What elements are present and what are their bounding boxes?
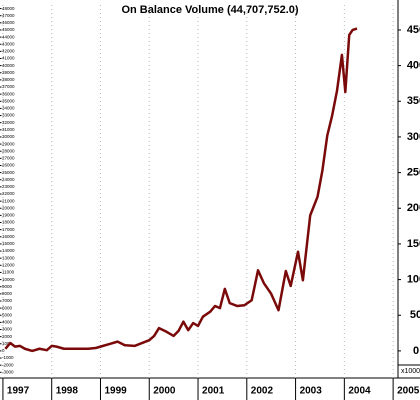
y2-tick-label: 29000	[2, 141, 15, 146]
y2-tick-label: 41000	[2, 56, 15, 61]
y2-tick-label: 21000	[2, 198, 15, 203]
y2-tick-label: -3000	[2, 369, 14, 374]
y2-tick-label: 16000	[2, 234, 15, 239]
y2-tick-label: 39000	[2, 70, 15, 75]
x-tick-label: 2002	[251, 386, 274, 397]
y2-tick-label: 25000	[2, 170, 15, 175]
y2-tick-label: 5000	[2, 312, 13, 317]
y2-tick-label: 32000	[2, 120, 15, 125]
y2-tick-label: 8000	[2, 291, 13, 296]
y2-tick-label: 28000	[2, 148, 15, 153]
x-tick-label: 1997	[7, 386, 30, 397]
y-unit: x1000	[401, 368, 420, 375]
y2-tick-label: 46000	[2, 20, 15, 25]
y2-tick-label: 26000	[2, 163, 15, 168]
x-tick-label: 2003	[300, 386, 323, 397]
y2-tick-label: 7000	[2, 298, 13, 303]
y2-tick-label: 27000	[2, 156, 15, 161]
y2-tick-label: 33000	[2, 113, 15, 118]
y2-tick-label: -1000	[2, 355, 14, 360]
y-tick-label: 200	[407, 202, 420, 214]
y2-tick-label: 11000	[2, 270, 15, 275]
chart-title: On Balance Volume (44,707,752.0)	[121, 4, 298, 16]
y2-tick-label: 1000	[2, 341, 13, 346]
y2-tick-label: 22000	[2, 191, 15, 196]
y2-tick-label: 24000	[2, 177, 15, 182]
y2-tick-label: 31000	[2, 127, 15, 132]
y2-tick-label: 9000	[2, 284, 13, 289]
y2-tick-label: 18000	[2, 220, 15, 225]
y2-tick-label: 15000	[2, 241, 15, 246]
y2-tick-label: 3000	[2, 327, 13, 332]
y2-tick-label: 47000	[2, 13, 15, 18]
y2-tick-label: 45000	[2, 27, 15, 32]
line-series	[4, 27, 358, 353]
y2-tick-label: 23000	[2, 184, 15, 189]
x-tick-label: 2005	[397, 386, 420, 397]
y2-tick-label: 38000	[2, 77, 15, 82]
y2-tick-label: 12000	[2, 263, 15, 268]
y2-tick-label: 6000	[2, 305, 13, 310]
y-tick-label: 400	[407, 60, 420, 72]
y2-tick-label: -2000	[2, 362, 14, 367]
y-tick-label: 250	[407, 167, 420, 179]
y-tick-label: 300	[407, 131, 420, 143]
y2-tick-label: 10000	[2, 277, 15, 282]
y-tick-label: 350	[407, 95, 420, 107]
y2-tick-label: 37000	[2, 84, 15, 89]
x-tick-label: 2004	[348, 386, 371, 397]
y2-tick-label: 19000	[2, 213, 15, 218]
y-tick-label: 50	[410, 309, 420, 321]
y-tick-label: 150	[407, 238, 420, 250]
y2-tick-label: 2000	[2, 334, 13, 339]
y2-tick-label: 44000	[2, 34, 15, 39]
y2-tick-label: 36000	[2, 91, 15, 96]
y2-tick-label: 40000	[2, 63, 15, 68]
y2-tick-label: 30000	[2, 134, 15, 139]
y-tick-label: 450	[407, 24, 420, 36]
y2-tick-label: 4000	[2, 320, 13, 325]
y2-tick-label: 34000	[2, 106, 15, 111]
y2-tick-label: 48000	[2, 6, 15, 11]
y2-tick-label: 43000	[2, 41, 15, 46]
y2-tick-label: 35000	[2, 98, 15, 103]
x-tick-label: 2000	[153, 386, 176, 397]
y-tick-label: 0	[413, 345, 419, 357]
x-tick-label: 2001	[202, 386, 225, 397]
y2-tick-label: 20000	[2, 205, 15, 210]
y2-tick-label: 42000	[2, 49, 15, 54]
x-tick-label: 1998	[56, 386, 79, 397]
x-tick-label: 1999	[104, 386, 127, 397]
y2-tick-label: 0	[2, 348, 5, 353]
y2-tick-label: 13000	[2, 255, 15, 260]
y-tick-label: 100	[407, 273, 420, 285]
y2-tick-label: 14000	[2, 248, 15, 253]
y2-tick-label: 17000	[2, 227, 15, 232]
